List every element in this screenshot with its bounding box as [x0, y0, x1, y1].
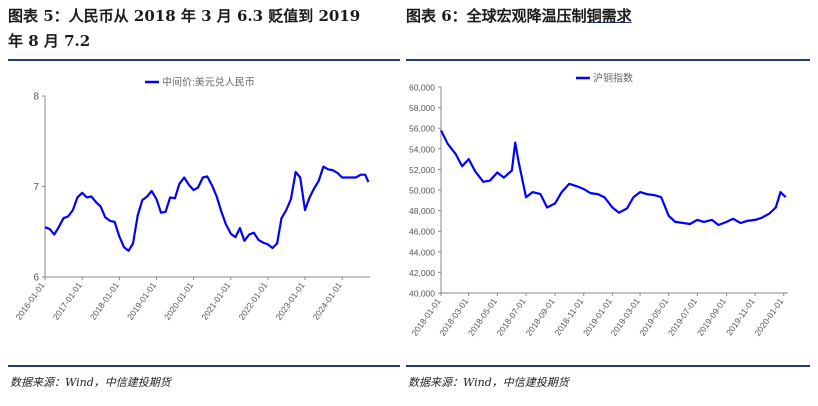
- left-figure-title: 图表 5：人民币从 2018 年 3 月 6.3 贬值到 2019 年 8 月 …: [8, 4, 388, 54]
- x-tick-label: 2018-01-01: [88, 280, 121, 322]
- y-tick-label: 60,000: [409, 83, 435, 93]
- legend-label: 中间价:美元兑人民币: [162, 76, 255, 89]
- x-tick-label: 2016-01-01: [14, 280, 47, 322]
- rmb-chart: 6 7 8 2016-01-01 2017-01-01 2018-01-01 2019-01…: [14, 76, 370, 322]
- x-tick-label: 2022-01-01: [236, 280, 269, 322]
- y-tick-label: 8: [33, 92, 39, 103]
- left-top-rule: [8, 59, 400, 61]
- left-title-line2: 年 8 月 7.2: [8, 32, 91, 50]
- legend-label: 沪铜指数: [593, 72, 633, 85]
- x-tick-label: 2024-01-01: [311, 280, 344, 322]
- x-tick-label: 2017-01-01: [51, 280, 84, 322]
- left-title-line1: 图表 5：人民币从 2018 年 3 月 6.3 贬值到 2019: [8, 7, 361, 25]
- y-tick-label: 52,000: [409, 165, 435, 175]
- y-tick-label: 7: [33, 182, 39, 193]
- y-tick-label: 44,000: [409, 247, 435, 257]
- y-tick-label: 58,000: [409, 103, 435, 113]
- right-bottom-rule: [406, 365, 810, 367]
- y-tick-label: 56,000: [409, 124, 435, 134]
- x-tick-label: 2019-01-01: [125, 280, 158, 322]
- x-tick-label: 2020-01-01: [752, 296, 785, 338]
- y-tick-label: 48,000: [409, 206, 435, 216]
- x-tick-label: 2021-01-01: [199, 280, 232, 322]
- right-figure-title: 图表 6：全球宏观降温压制铜需求: [406, 4, 632, 29]
- left-bottom-rule: [8, 365, 400, 367]
- copper-chart: 40,000 42,000 44,000 46,000 48,000 50,000 52,0…: [409, 72, 788, 338]
- y-tick-label: 40,000: [409, 289, 435, 299]
- y-tick-label: 50,000: [409, 186, 435, 196]
- right-source-note: 数据来源：Wind，中信建投期货: [408, 376, 569, 389]
- y-tick-label: 54,000: [409, 144, 435, 154]
- x-tick-label: 2023-01-01: [274, 280, 307, 322]
- right-title-prefix: 图表 6：全球宏观降温压制: [406, 7, 587, 25]
- right-panel: 图表 6：全球宏观降温压制铜需求 40,000 42,000 44,000 46,00…: [406, 0, 810, 406]
- series-line: [44, 165, 370, 252]
- left-source-note: 数据来源：Wind，中信建投期货: [10, 376, 171, 389]
- x-tick-label: 2020-01-01: [162, 280, 195, 322]
- series-line: [440, 129, 787, 227]
- right-top-rule: [406, 59, 810, 61]
- y-tick-label: 46,000: [409, 227, 435, 237]
- left-panel: 图表 5：人民币从 2018 年 3 月 6.3 贬值到 2019 年 8 月 …: [8, 0, 400, 406]
- y-tick-label: 6: [33, 273, 39, 284]
- y-tick-label: 42,000: [409, 268, 435, 278]
- right-title-underlined: 铜需求: [586, 7, 632, 25]
